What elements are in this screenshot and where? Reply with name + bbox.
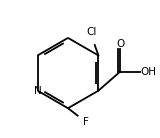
Text: OH: OH (140, 67, 156, 77)
Text: N: N (34, 86, 41, 96)
Text: O: O (116, 39, 124, 49)
Text: F: F (83, 117, 88, 127)
Text: Cl: Cl (87, 26, 97, 37)
